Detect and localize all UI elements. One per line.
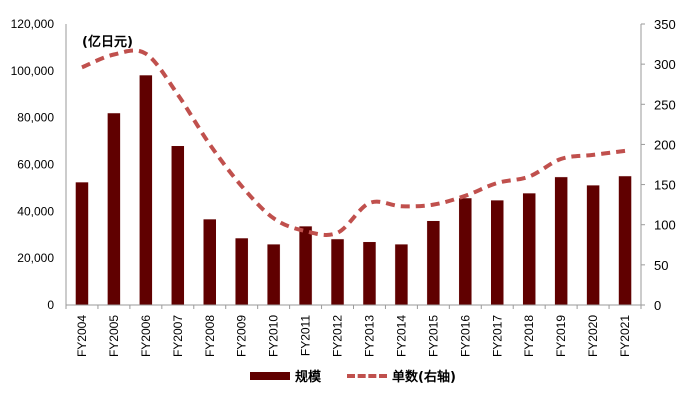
left-tick-label: 0	[47, 298, 54, 312]
bar	[266, 243, 281, 306]
x-tick-label: FY2004	[75, 315, 89, 357]
bar	[75, 181, 89, 306]
x-tick-label: FY2011	[299, 315, 313, 356]
x-tick-label: FY2007	[171, 315, 185, 357]
left-tick-label: 20,000	[17, 251, 54, 265]
bar	[586, 184, 600, 306]
x-tick-label: FY2010	[267, 315, 281, 357]
bar	[490, 199, 504, 306]
legend-item-bar: 规模	[250, 366, 321, 385]
left-y-axis: 0 20,000 40,000 60,000 80,000 100,000 120,000	[11, 17, 67, 312]
x-tick-label: FY2015	[426, 315, 440, 357]
left-tick-label: 60,000	[17, 158, 54, 172]
x-tick-label: FY2020	[586, 315, 600, 357]
right-tick-label: 50	[654, 258, 668, 273]
x-tick-label: FY2009	[235, 315, 249, 357]
bar	[139, 74, 153, 306]
dashed-line-swatch-icon	[347, 373, 388, 378]
left-tick-label: 80,000	[17, 111, 54, 125]
x-tick-label: FY2021	[618, 315, 632, 357]
right-tick-label: 0	[654, 298, 661, 313]
legend-bar-label: 规模	[295, 370, 322, 385]
x-tick-label: FY2019	[554, 315, 568, 357]
bar	[458, 197, 473, 306]
left-tick-label: 100,000	[11, 64, 55, 78]
unit-label: (亿日元)	[82, 34, 133, 50]
count-line	[81, 48, 626, 237]
bar	[203, 218, 217, 306]
bar	[330, 238, 345, 306]
x-tick-label: FY2018	[522, 315, 536, 357]
bar	[362, 241, 377, 306]
legend-line-label: 单数(右轴)	[392, 370, 456, 385]
bar	[171, 145, 185, 306]
x-tick-label: FY2014	[394, 315, 408, 357]
line-series-count	[81, 48, 626, 237]
x-tick-label: FY2013	[362, 315, 376, 357]
x-tick-label: FY2006	[139, 315, 153, 357]
x-tick-label: FY2012	[331, 315, 345, 357]
bar	[554, 176, 568, 306]
bar	[426, 220, 441, 306]
bar-swatch-icon	[250, 371, 290, 380]
x-tick-label: FY2017	[490, 315, 504, 357]
x-axis: FY2004 FY2005 FY2006 FY2007 FY2008 FY2009 FY20…	[65, 304, 642, 357]
bar-series-scale	[75, 74, 632, 306]
left-tick-label: 120,000	[11, 17, 55, 31]
left-tick-label: 40,000	[17, 204, 54, 218]
bar	[522, 192, 536, 306]
bar	[618, 175, 632, 306]
right-tick-label: 200	[654, 137, 676, 152]
bar	[394, 243, 409, 306]
right-y-axis: 0 50 100 150 200 250 300 350	[640, 17, 676, 313]
x-tick-label: FY2005	[107, 315, 121, 357]
right-tick-label: 250	[654, 97, 676, 112]
right-tick-label: 150	[654, 178, 676, 193]
bar	[298, 225, 313, 306]
legend: 规模 单数(右轴)	[250, 366, 482, 385]
legend-item-line: 单数(右轴)	[347, 366, 456, 385]
x-tick-label: FY2008	[203, 315, 217, 357]
bar	[234, 237, 249, 306]
right-tick-label: 100	[654, 218, 676, 233]
bar	[107, 112, 121, 306]
right-tick-label: 300	[654, 57, 676, 72]
x-tick-label: FY2016	[458, 315, 472, 357]
right-tick-label: 350	[654, 17, 676, 32]
